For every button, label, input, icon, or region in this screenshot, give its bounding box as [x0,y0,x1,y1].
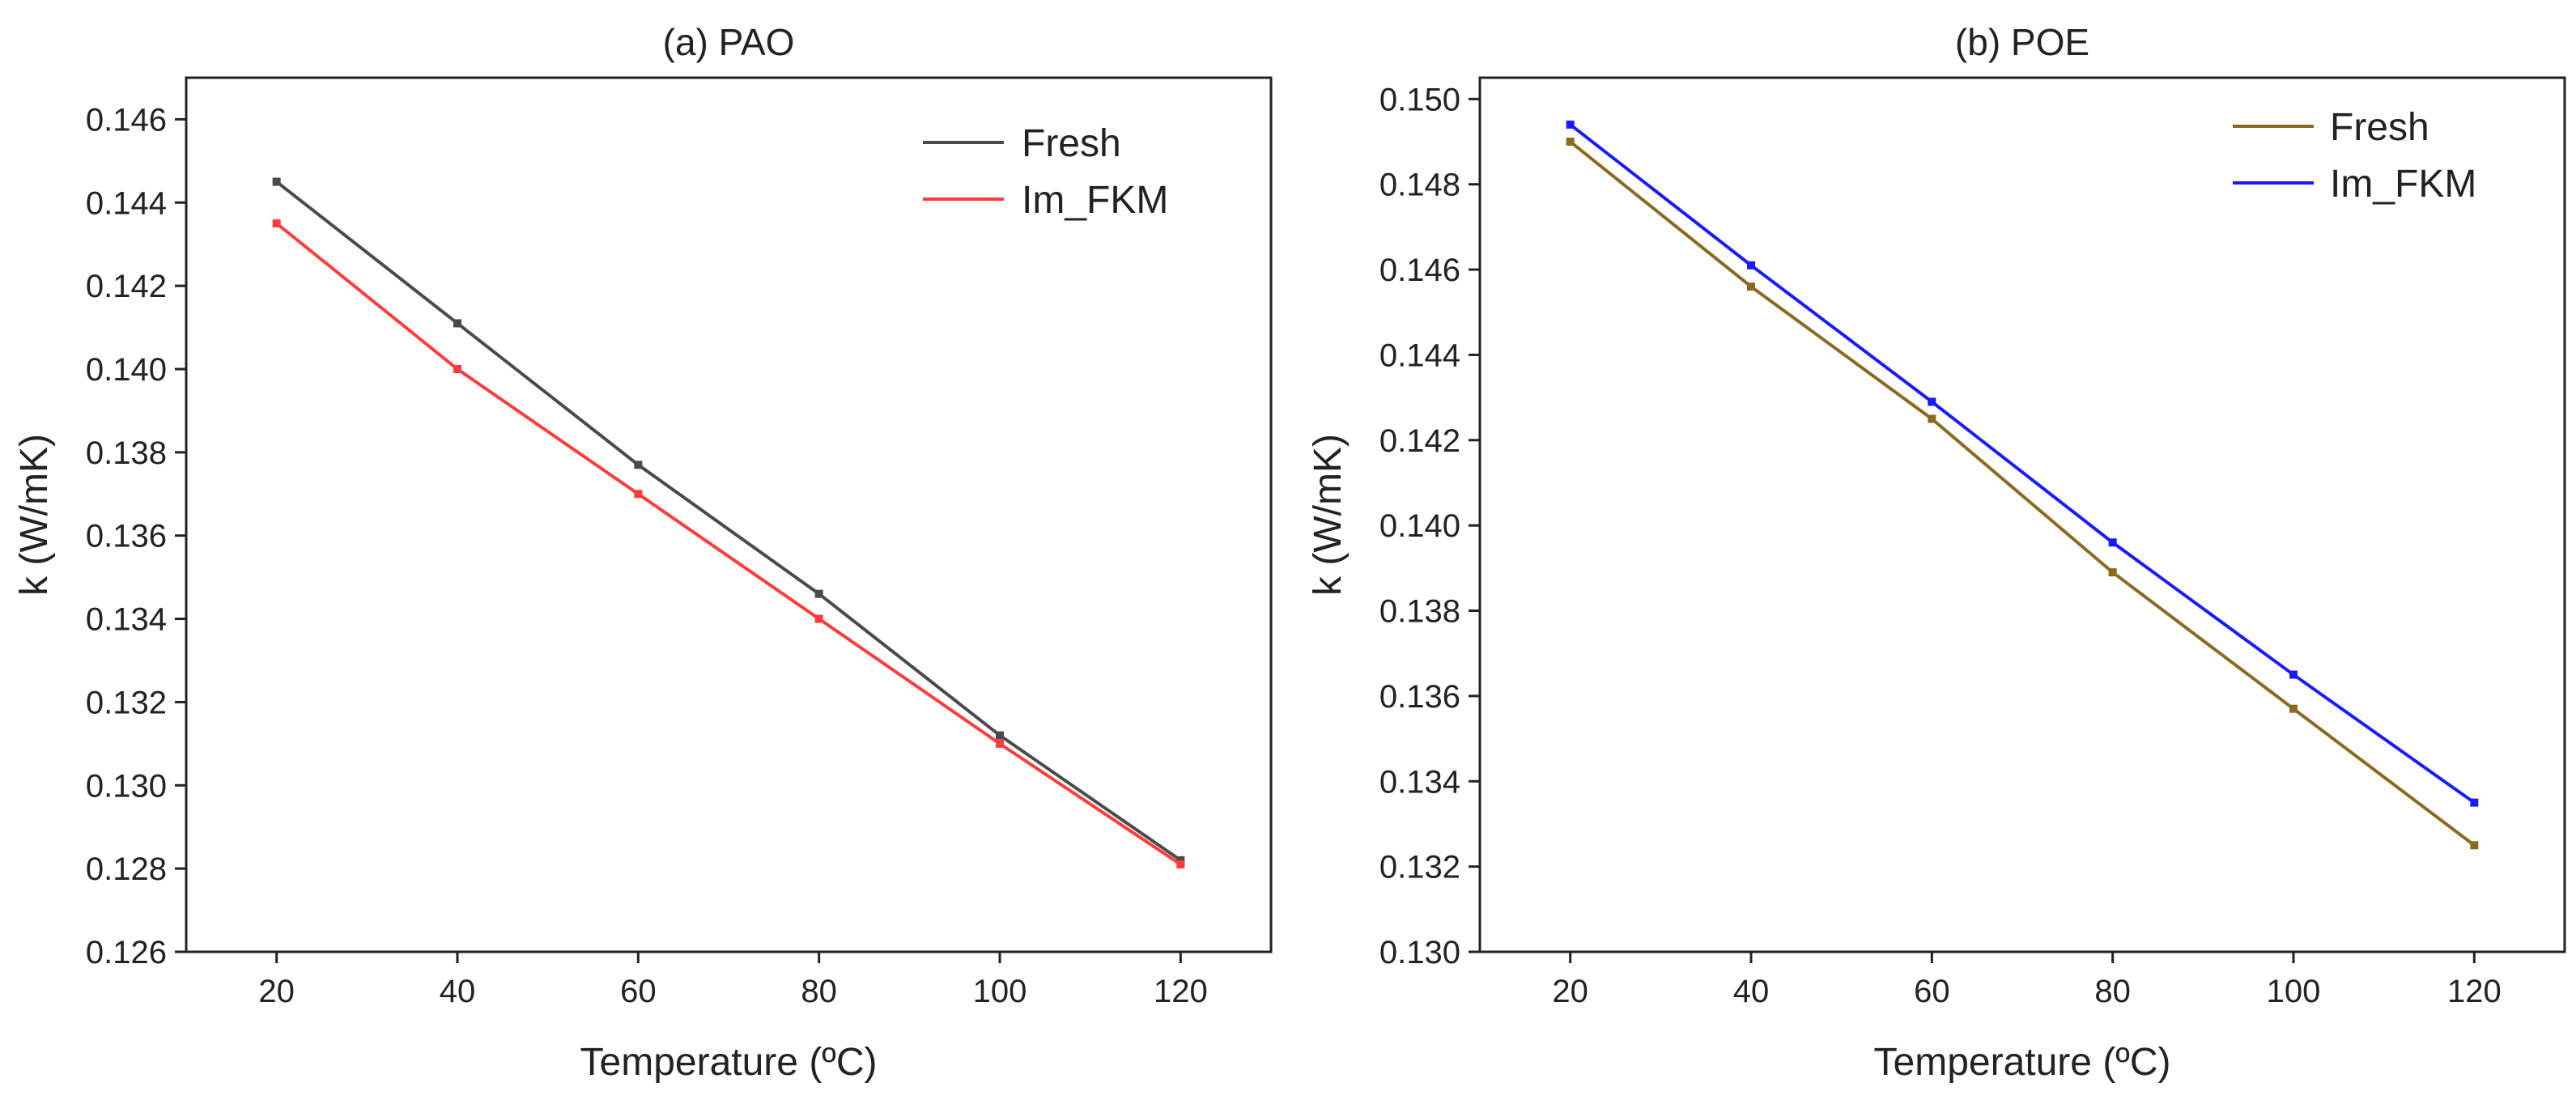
data-point-fresh [453,319,461,328]
data-point-im-fkm [1928,397,1936,406]
y-axis: 0.130 0.132 0.134 0.136 0.138 0.140 0.142 0.144… [1379,82,1480,970]
y-tick-label: 0.134 [86,602,167,638]
data-point-fresh [1928,414,1936,423]
legend-label-fresh: Fresh [1022,122,1121,165]
data-point-im-fkm [2470,798,2479,807]
data-point-im-fkm [1176,860,1185,868]
y-tick-label: 0.148 [1379,168,1460,203]
x-tick-label: 80 [801,974,837,1009]
data-point-fresh [1747,282,1755,291]
x-tick-label: 60 [1914,974,1950,1009]
x-tick-label: 20 [258,974,295,1009]
x-axis-label: Temperature (ºC) [580,1041,878,1084]
x-tick-label: 100 [973,974,1027,1009]
legend-label-im-fkm: Im_FKM [2330,163,2476,206]
plot-frame [1478,76,2566,953]
x-tick-label: 60 [620,974,657,1009]
y-tick-label: 0.146 [86,102,167,138]
y-tick-label: 0.126 [86,935,167,970]
data-point-fresh [1176,856,1185,864]
y-tick-label: 0.138 [1379,594,1460,630]
data-point-fresh [2470,841,2479,850]
data-point-fresh [2289,704,2298,713]
x-tick-label: 120 [1154,974,1208,1009]
y-tick-label: 0.146 [1379,253,1460,288]
x-axis: 20 40 60 80 100 120 [258,952,1208,1009]
x-tick-label: 40 [1733,974,1770,1009]
y-tick-label: 0.142 [1379,423,1460,459]
series-line-fresh [275,180,1182,862]
x-tick-label: 120 [2447,974,2502,1009]
legend-label-im-fkm: Im_FKM [1022,179,1168,222]
data-point-fresh [634,461,643,469]
y-tick-label: 0.136 [1379,679,1460,715]
legend-label-fresh: Fresh [2330,106,2429,149]
data-point-im-fkm [1747,261,1755,270]
series-line-fresh [1569,140,2476,847]
data-point-fresh [2108,568,2117,577]
y-tick-label: 0.134 [1379,764,1460,800]
y-tick-label: 0.142 [86,269,167,304]
series-line-im-fkm [275,222,1182,866]
x-tick-label: 100 [2267,974,2321,1009]
plot-frame [185,76,1273,953]
y-tick-label: 0.140 [86,352,167,388]
y-tick-label: 0.130 [1379,935,1460,970]
data-point-im-fkm [272,219,281,227]
data-point-fresh [814,589,823,598]
chart-title: (b) POE [1955,21,2089,63]
data-point-im-fkm [996,739,1004,748]
series-layer [272,177,1185,868]
x-axis-label: Temperature (ºC) [1874,1041,2171,1084]
data-point-im-fkm [2108,538,2117,547]
legend: Fresh Im_FKM [923,122,1168,222]
data-point-im-fkm [2289,670,2298,679]
x-tick-label: 20 [1552,974,1588,1009]
data-point-fresh [996,731,1004,740]
y-tick-label: 0.150 [1379,82,1460,117]
y-tick-label: 0.132 [1379,850,1460,885]
legend: Fresh Im_FKM [2233,106,2476,206]
data-point-im-fkm [814,614,823,623]
data-point-im-fkm [634,490,643,499]
y-axis-label: k (W/mK) [1307,434,1350,596]
y-tick-label: 0.130 [86,768,167,804]
y-axis-label: k (W/mK) [13,434,56,596]
x-tick-label: 40 [440,974,476,1009]
series-layer [1566,120,2479,850]
chart-title: (a) PAO [663,21,795,63]
chart-panel-b: (b) POE 0.1300.1320.1340.1360.1380.1400.… [1307,21,2566,1084]
series-line-im-fkm [1569,123,2476,805]
data-point-im-fkm [1566,120,1575,129]
data-point-fresh [272,177,281,186]
data-point-fresh [1566,138,1575,146]
y-tick-label: 0.132 [86,685,167,720]
x-tick-label: 80 [2094,974,2131,1009]
y-tick-label: 0.144 [86,185,167,221]
y-tick-label: 0.128 [86,851,167,887]
chart-panel-a: (a) PAO 0.1260.1280.1300.1320.1340.1360.… [13,21,1273,1084]
data-point-im-fkm [453,365,461,373]
y-axis: 0.126 0.128 0.130 0.132 0.134 0.136 0.138 0.140… [86,102,186,970]
y-tick-label: 0.144 [1379,338,1460,373]
y-tick-label: 0.136 [86,519,167,554]
y-tick-label: 0.140 [1379,508,1460,544]
y-tick-label: 0.138 [86,435,167,471]
x-axis: 20 40 60 80 100 120 [1552,952,2502,1009]
